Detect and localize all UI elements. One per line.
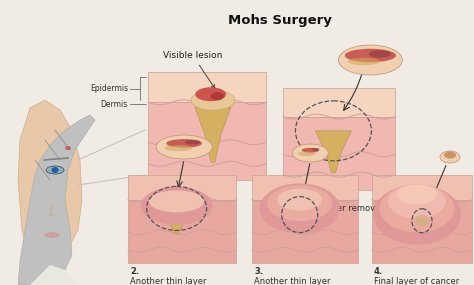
Ellipse shape (52, 167, 58, 173)
Text: 2.: 2. (130, 267, 139, 276)
Ellipse shape (164, 145, 192, 151)
Text: Dermis: Dermis (101, 100, 128, 109)
Text: 3.: 3. (254, 267, 263, 276)
Text: First thin layer removed: First thin layer removed (285, 204, 386, 213)
Ellipse shape (277, 189, 322, 211)
FancyBboxPatch shape (372, 175, 472, 200)
Text: Epidermis: Epidermis (90, 84, 128, 93)
Ellipse shape (397, 184, 437, 204)
Ellipse shape (44, 232, 60, 238)
Ellipse shape (380, 184, 455, 233)
Text: Another thin layer
removed: Another thin layer removed (130, 277, 207, 285)
Ellipse shape (415, 215, 429, 227)
Polygon shape (30, 265, 80, 285)
Text: 1.: 1. (285, 194, 294, 203)
Ellipse shape (440, 151, 460, 163)
FancyBboxPatch shape (283, 88, 395, 117)
Ellipse shape (156, 135, 212, 159)
Ellipse shape (166, 139, 202, 148)
FancyBboxPatch shape (148, 102, 266, 180)
Ellipse shape (260, 184, 340, 233)
Ellipse shape (369, 50, 391, 58)
Ellipse shape (267, 185, 332, 221)
Ellipse shape (444, 152, 456, 158)
Ellipse shape (312, 148, 319, 151)
Ellipse shape (348, 58, 380, 65)
Polygon shape (315, 131, 351, 173)
Polygon shape (195, 107, 231, 162)
Text: Another thin layer
removed: Another thin layer removed (254, 277, 330, 285)
Ellipse shape (65, 146, 71, 150)
Polygon shape (18, 100, 82, 285)
Text: Mohs Surgery: Mohs Surgery (228, 14, 332, 27)
Ellipse shape (149, 190, 204, 212)
Ellipse shape (211, 92, 224, 100)
Ellipse shape (388, 184, 446, 218)
FancyBboxPatch shape (372, 200, 472, 263)
Polygon shape (159, 206, 195, 234)
Ellipse shape (292, 144, 328, 162)
FancyBboxPatch shape (128, 175, 236, 200)
Ellipse shape (373, 185, 461, 245)
Ellipse shape (195, 87, 226, 101)
Text: 4.: 4. (374, 267, 383, 276)
Polygon shape (282, 212, 318, 230)
FancyBboxPatch shape (252, 175, 358, 200)
Ellipse shape (301, 148, 319, 153)
FancyBboxPatch shape (283, 117, 395, 190)
FancyBboxPatch shape (148, 72, 266, 102)
FancyBboxPatch shape (128, 200, 236, 263)
Ellipse shape (185, 140, 201, 144)
FancyBboxPatch shape (252, 200, 358, 263)
Ellipse shape (338, 45, 402, 75)
Ellipse shape (298, 152, 316, 156)
Ellipse shape (191, 90, 235, 110)
Ellipse shape (141, 187, 213, 225)
Ellipse shape (46, 166, 64, 174)
Polygon shape (18, 115, 95, 285)
Text: Final layer of cancer
removed: Final layer of cancer removed (374, 277, 459, 285)
Text: Visible lesion: Visible lesion (163, 51, 222, 88)
Ellipse shape (345, 49, 396, 62)
